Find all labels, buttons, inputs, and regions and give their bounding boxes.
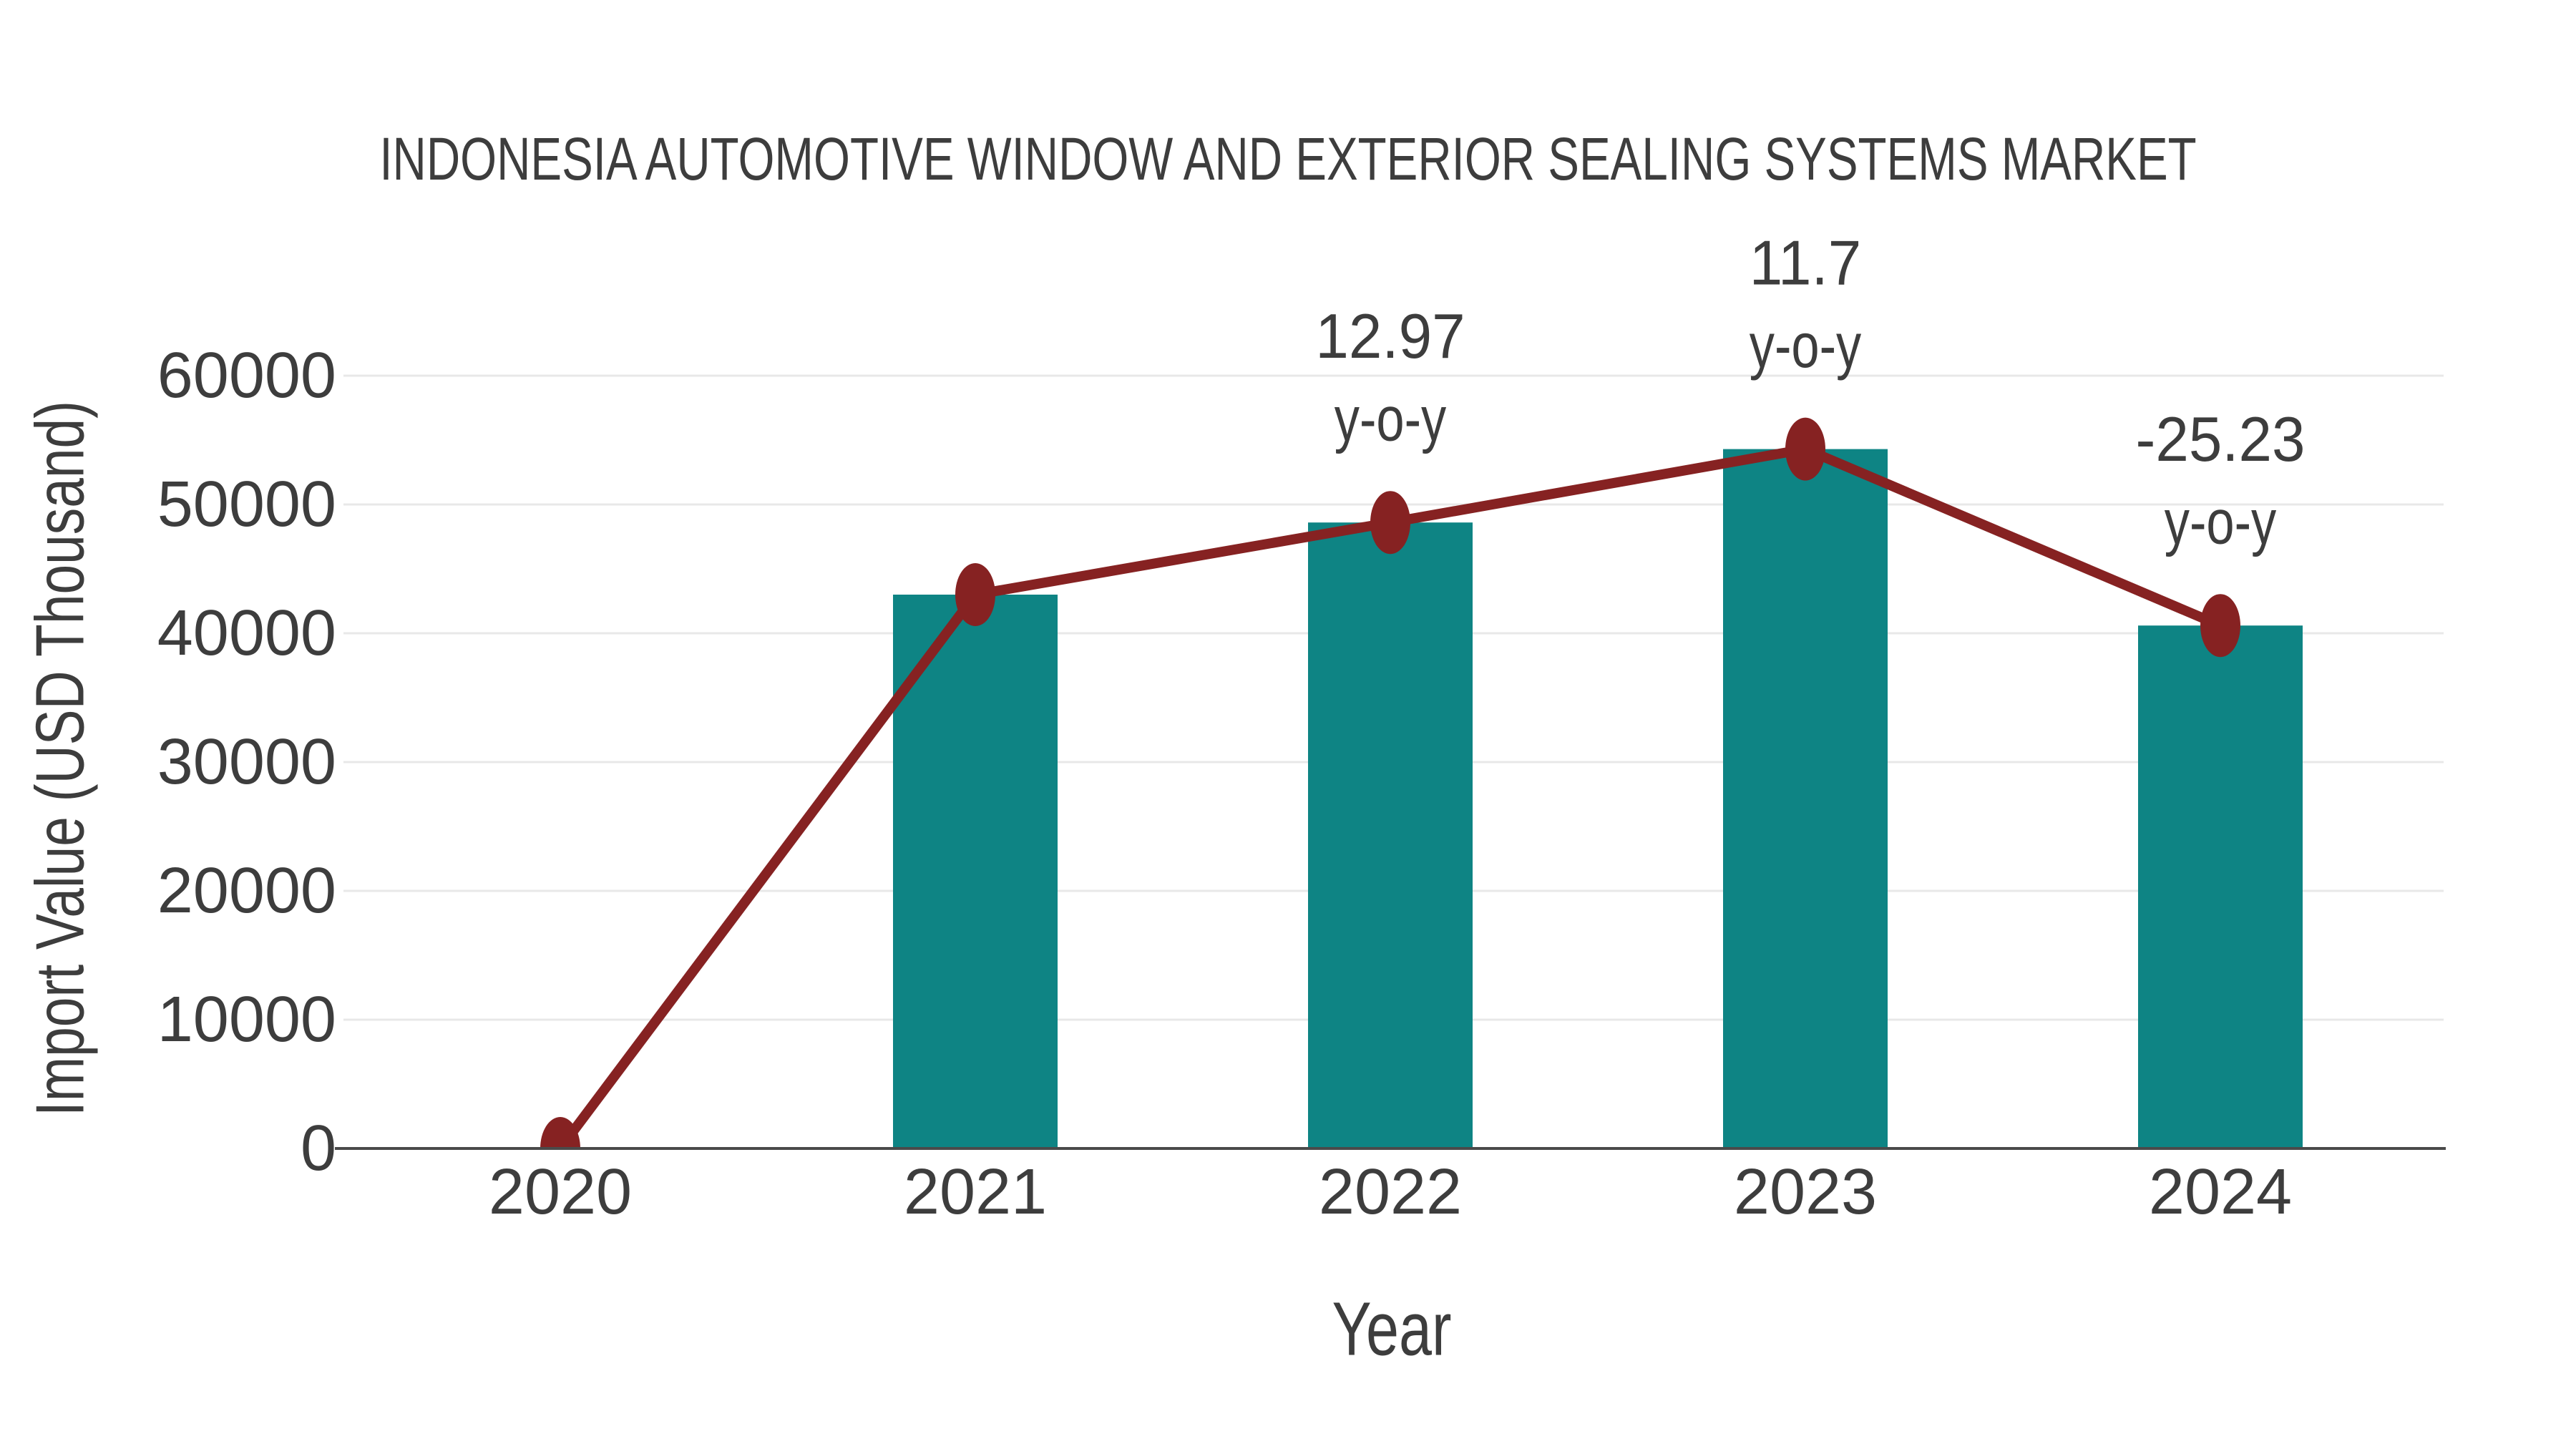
y-tick-label: 0 xyxy=(301,1113,336,1184)
bar xyxy=(893,595,1058,1148)
x-tick-label: 2022 xyxy=(1319,1156,1462,1228)
data-point-marker xyxy=(1785,417,1825,481)
data-point-marker xyxy=(540,1117,580,1150)
data-point-marker xyxy=(955,563,995,626)
y-tick-label: 50000 xyxy=(157,469,336,540)
data-point-marker xyxy=(2200,594,2240,658)
y-tick-label: 30000 xyxy=(157,726,336,798)
y-axis-tick-labels: 0 10000 20000 30000 40000 50000 60000 xyxy=(157,340,336,1184)
x-tick-label: 2020 xyxy=(489,1156,632,1228)
x-tick-label: 2021 xyxy=(904,1156,1047,1228)
bar xyxy=(2138,625,2303,1148)
chart-title: INDONESIA AUTOMOTIVE WINDOW AND EXTERIOR… xyxy=(379,125,2196,192)
y-axis-title: Import Value (USD Thousand) xyxy=(21,401,98,1116)
annotation-value: 12.97 xyxy=(1315,301,1465,371)
annotation-suffix: y-o-y xyxy=(1750,310,1862,380)
x-tick-label: 2024 xyxy=(2149,1156,2292,1228)
x-axis-title: Year xyxy=(1332,1287,1451,1372)
annotation-suffix: y-o-y xyxy=(2165,487,2277,557)
annotations: 12.97 y-o-y 11.7 y-o-y -25.23 y-o-y xyxy=(1315,228,2305,557)
annotation-value: -25.23 xyxy=(2135,404,2305,474)
line-series xyxy=(540,417,2240,1150)
annotation-value: 11.7 xyxy=(1750,228,1861,298)
data-point-marker xyxy=(1370,491,1410,555)
y-tick-label: 20000 xyxy=(157,855,336,927)
y-tick-label: 60000 xyxy=(157,340,336,411)
bar xyxy=(1723,449,1888,1148)
y-tick-label: 40000 xyxy=(157,597,336,669)
bar xyxy=(1308,522,1473,1148)
y-tick-label: 10000 xyxy=(157,984,336,1055)
x-tick-label: 2023 xyxy=(1734,1156,1877,1228)
bar-series xyxy=(893,449,2303,1148)
x-axis-tick-labels: 2020 2021 2022 2023 2024 xyxy=(489,1156,2292,1228)
annotation-suffix: y-o-y xyxy=(1335,384,1447,454)
